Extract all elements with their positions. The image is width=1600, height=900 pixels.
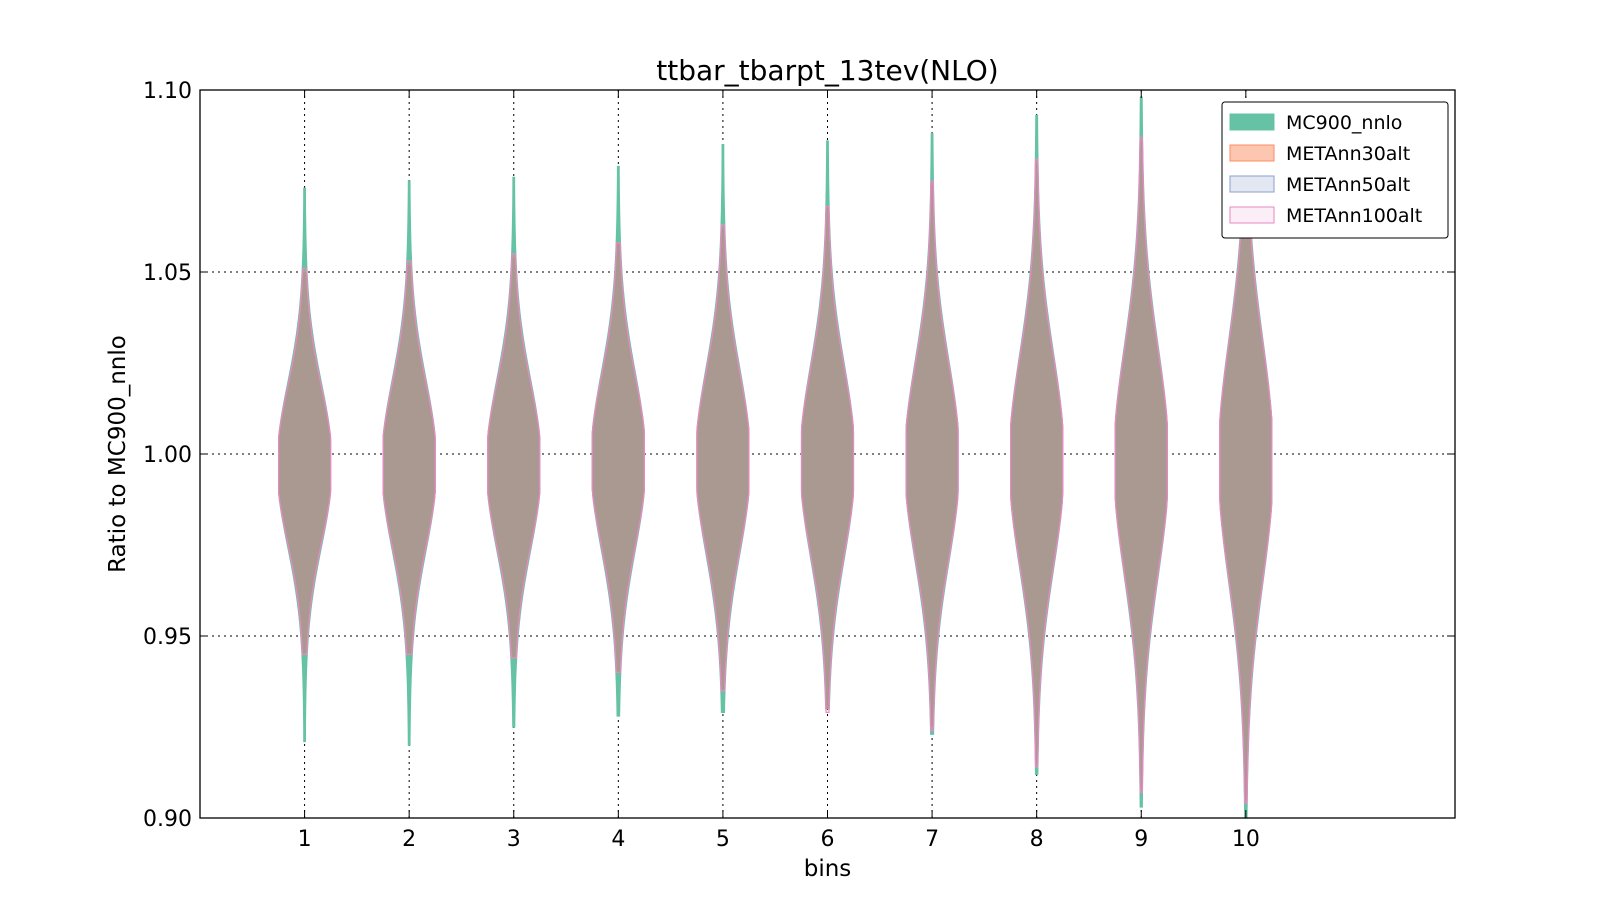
violin-core <box>1115 140 1168 789</box>
violin-edge <box>277 267 332 655</box>
tick-layer: 0.90 0.95 1.00 1.05 1.10 1 2 3 4 5 6 7 8 9 10 <box>143 79 1455 852</box>
x-axis-label: bins <box>804 856 852 882</box>
x-tick-label: 8 <box>1030 827 1044 852</box>
violin-edge <box>487 253 541 659</box>
legend-label: MC900_nnlo <box>1286 112 1402 134</box>
violin-core <box>801 206 854 709</box>
legend-swatch <box>1229 206 1275 224</box>
violin-edge <box>382 260 436 655</box>
legend-swatch <box>1229 144 1275 162</box>
violin-core <box>487 257 540 658</box>
violin-edge <box>696 224 750 692</box>
legend-box <box>1221 101 1449 239</box>
violin-edge <box>591 242 645 673</box>
x-tick-label: 4 <box>611 827 625 852</box>
legend-swatch <box>1229 175 1275 193</box>
violin-core <box>592 242 645 673</box>
legend-label: METAnn50alt <box>1286 174 1410 196</box>
violin-core <box>906 184 959 727</box>
violin-core <box>383 264 436 655</box>
legend-swatch <box>1229 113 1275 131</box>
violin-core <box>1219 151 1272 800</box>
violin-edge <box>1010 158 1064 768</box>
x-tick-label: 2 <box>402 827 416 852</box>
violin-edge <box>800 205 855 714</box>
legend-label: METAnn100alt <box>1286 205 1422 227</box>
legend: MC900_nnlo METAnn30alt METAnn50alt METAnn10… <box>1221 101 1449 239</box>
y-axis-label: Ratio to MC900_nnlo <box>105 335 131 573</box>
legend-label: METAnn30alt <box>1286 143 1410 165</box>
chart-title: ttbar_tbarpt_13tev(NLO) <box>656 54 998 87</box>
violin-layer <box>277 96 1273 819</box>
violin-overlay <box>278 140 1272 800</box>
violin-core <box>1010 162 1063 764</box>
x-tick-label: 9 <box>1134 827 1148 852</box>
x-tick-label: 10 <box>1232 827 1260 852</box>
y-tick-label: 0.90 <box>143 807 192 832</box>
violin-edge <box>905 180 959 732</box>
legend-items: MC900_nnlo METAnn30alt METAnn50alt METAnn10… <box>1229 112 1422 227</box>
x-tick-label: 5 <box>716 827 730 852</box>
y-tick-label: 1.00 <box>143 443 192 468</box>
x-tick-label: 3 <box>507 827 521 852</box>
y-tick-label: 1.10 <box>143 79 192 104</box>
y-tick-label: 1.05 <box>143 261 192 286</box>
violin-core <box>696 228 749 691</box>
y-tick-label: 0.95 <box>143 625 192 650</box>
x-tick-label: 6 <box>821 827 835 852</box>
x-tick-label: 1 <box>298 827 312 852</box>
x-tick-label: 7 <box>925 827 939 852</box>
violin-edge <box>1114 136 1168 794</box>
violin-core <box>278 272 331 655</box>
